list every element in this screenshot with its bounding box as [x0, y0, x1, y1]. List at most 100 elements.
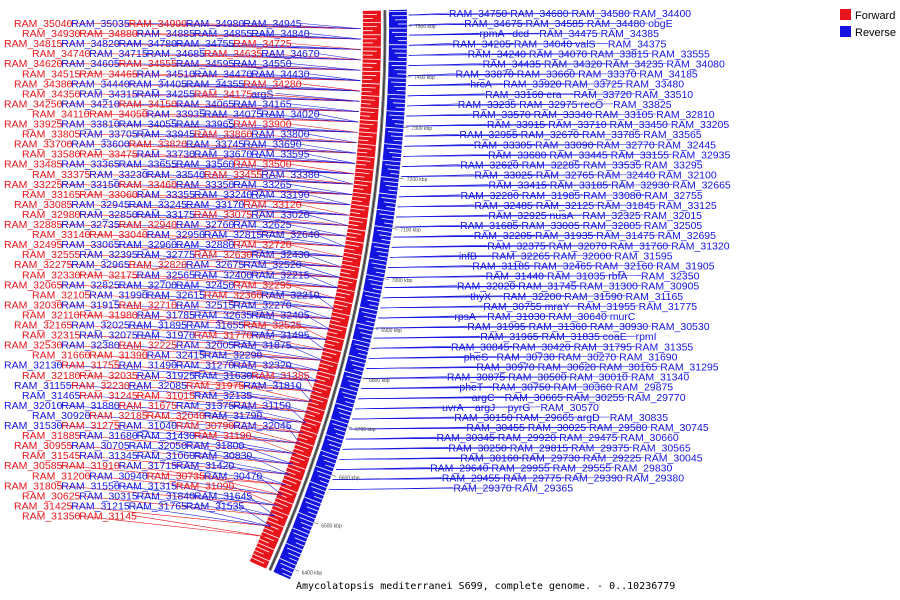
- reverse-ring-gap: [387, 168, 400, 171]
- forward-connector: [199, 474, 283, 496]
- forward-connector: [171, 62, 361, 71]
- reverse-ring-gap: [366, 274, 385, 279]
- gene-label: RAM_32200: [503, 291, 562, 303]
- reverse-connector: [398, 194, 645, 198]
- gene-label: RAM_30470: [204, 470, 263, 482]
- gene-label: RAM_33570: [472, 109, 531, 121]
- gene-label: RAM_31190: [194, 430, 252, 442]
- forward-connector: [142, 354, 320, 372]
- gene-label: RAM_31680: [79, 430, 138, 442]
- forward-ring-gap: [337, 287, 355, 293]
- gene-label: RAM_32415: [147, 350, 206, 362]
- forward-connector: [124, 444, 294, 465]
- forward-ring-gap: [351, 199, 362, 202]
- forward-ring-gap: [352, 195, 367, 199]
- forward-connector: [296, 22, 362, 30]
- gene-label: RAM_32710: [119, 299, 178, 311]
- gene-label: RAM_31275: [61, 420, 120, 432]
- gene-label: RAM_29580: [589, 422, 648, 434]
- forward-connector: [132, 213, 348, 226]
- forward-connector: [132, 374, 315, 392]
- gene-label: RAM_32395: [79, 249, 138, 261]
- gene-label: RAM_34555: [119, 58, 178, 70]
- forward-ring-gap: [348, 223, 359, 227]
- forward-connector: [275, 93, 360, 102]
- forward-ring-gap: [361, 82, 380, 85]
- forward-connector: [57, 103, 359, 112]
- gene-label: RAM_31375: [176, 400, 235, 412]
- gene-label: RAM_34510: [137, 68, 196, 80]
- gene-labels: RAM_35040RAM_35035RAM_34990RAM_34980RAM_…: [4, 8, 731, 522]
- kbp-tick-label: 7500 kbp: [415, 24, 436, 30]
- gene-label: RAM_32675: [186, 259, 245, 271]
- forward-ring-gap: [320, 358, 339, 365]
- gene-label: RAM_31350: [22, 510, 81, 522]
- forward-ring-gap: [285, 470, 296, 475]
- reverse-ring-gap: [352, 338, 371, 344]
- reverse-ring-gap: [340, 417, 350, 421]
- forward-ring-gap: [314, 382, 332, 388]
- reverse-connector: [373, 335, 636, 339]
- reverse-connector: [336, 467, 614, 470]
- gene-label: RAM_31385: [251, 370, 310, 382]
- forward-connector: [239, 505, 272, 527]
- gene-label: RAM_34065: [176, 98, 235, 110]
- gene-label: RAM_32280: [460, 190, 519, 202]
- reverse-connector: [355, 406, 541, 410]
- reverse-ring-gap: [359, 306, 378, 312]
- gene-label: RAM_33720: [573, 89, 632, 101]
- gene-label: RAM_29920: [498, 432, 557, 444]
- gene-label: RAM_29380: [626, 473, 685, 485]
- forward-connector: [67, 505, 272, 527]
- reverse-ring-gap: [338, 412, 351, 417]
- forward-connector: [114, 464, 287, 486]
- kbp-tick-mark: [347, 426, 353, 429]
- forward-connector: [171, 163, 355, 175]
- gene-label: RAM_33105: [595, 109, 654, 121]
- gene-label: RAM_33925: [4, 119, 63, 131]
- gene-label: RAM_30930: [590, 321, 649, 333]
- reverse-connector: [360, 386, 615, 389]
- forward-connector: [199, 414, 303, 434]
- forward-ring-gap: [361, 99, 376, 101]
- gene-label: RAM_33160: [485, 89, 544, 101]
- gene-label: RAM_34055: [119, 119, 178, 131]
- forward-connector: [286, 163, 355, 175]
- gene-label: RAM_32625: [233, 219, 292, 231]
- reverse-ring-gap: [369, 304, 379, 307]
- gene-label: RAM_32765: [536, 170, 595, 182]
- gene-label: RAM_34990: [129, 18, 188, 30]
- reverse-connector: [378, 315, 610, 319]
- gene-label: RAM_31595: [614, 250, 673, 262]
- forward-connector: [85, 474, 283, 496]
- gene-label: RAM_30730: [497, 351, 556, 363]
- reverse-ring-gap: [367, 299, 380, 303]
- gene-label: RAM_32065: [4, 279, 63, 291]
- forward-ring-gap: [281, 482, 292, 487]
- reverse-ring-gap: [356, 322, 374, 328]
- forward-connector: [57, 123, 358, 133]
- gene-label: RAM_32160: [595, 261, 654, 273]
- gene-label: RAM_34605: [61, 58, 120, 70]
- gene-label: RAM_32070: [549, 240, 608, 252]
- gene-label: RAM_32485: [474, 200, 533, 212]
- gene-label: RAM_30345: [436, 432, 495, 444]
- gene-label: RAM_30625: [22, 490, 81, 502]
- gene-label: RAM_32755: [644, 190, 703, 202]
- forward-connector: [286, 123, 358, 133]
- forward-ring-gap: [358, 139, 369, 142]
- gene-label: RAM_31805: [4, 480, 63, 492]
- gene-label: argC: [472, 392, 495, 404]
- forward-connector: [85, 113, 359, 123]
- reverse-connector: [393, 234, 658, 238]
- forward-ring-gap: [299, 432, 313, 438]
- forward-connector: [75, 515, 268, 538]
- gene-label: RAM_30620: [538, 362, 597, 374]
- forward-connector: [239, 384, 312, 403]
- gene-label: RAM_32215: [251, 269, 310, 281]
- legend-reverse-label: Reverse: [855, 27, 896, 39]
- gene-label: RAM_30010: [570, 372, 629, 384]
- forward-connector: [114, 404, 306, 423]
- reverse-connector: [388, 265, 657, 268]
- gene-label: RAM_32125: [536, 200, 595, 212]
